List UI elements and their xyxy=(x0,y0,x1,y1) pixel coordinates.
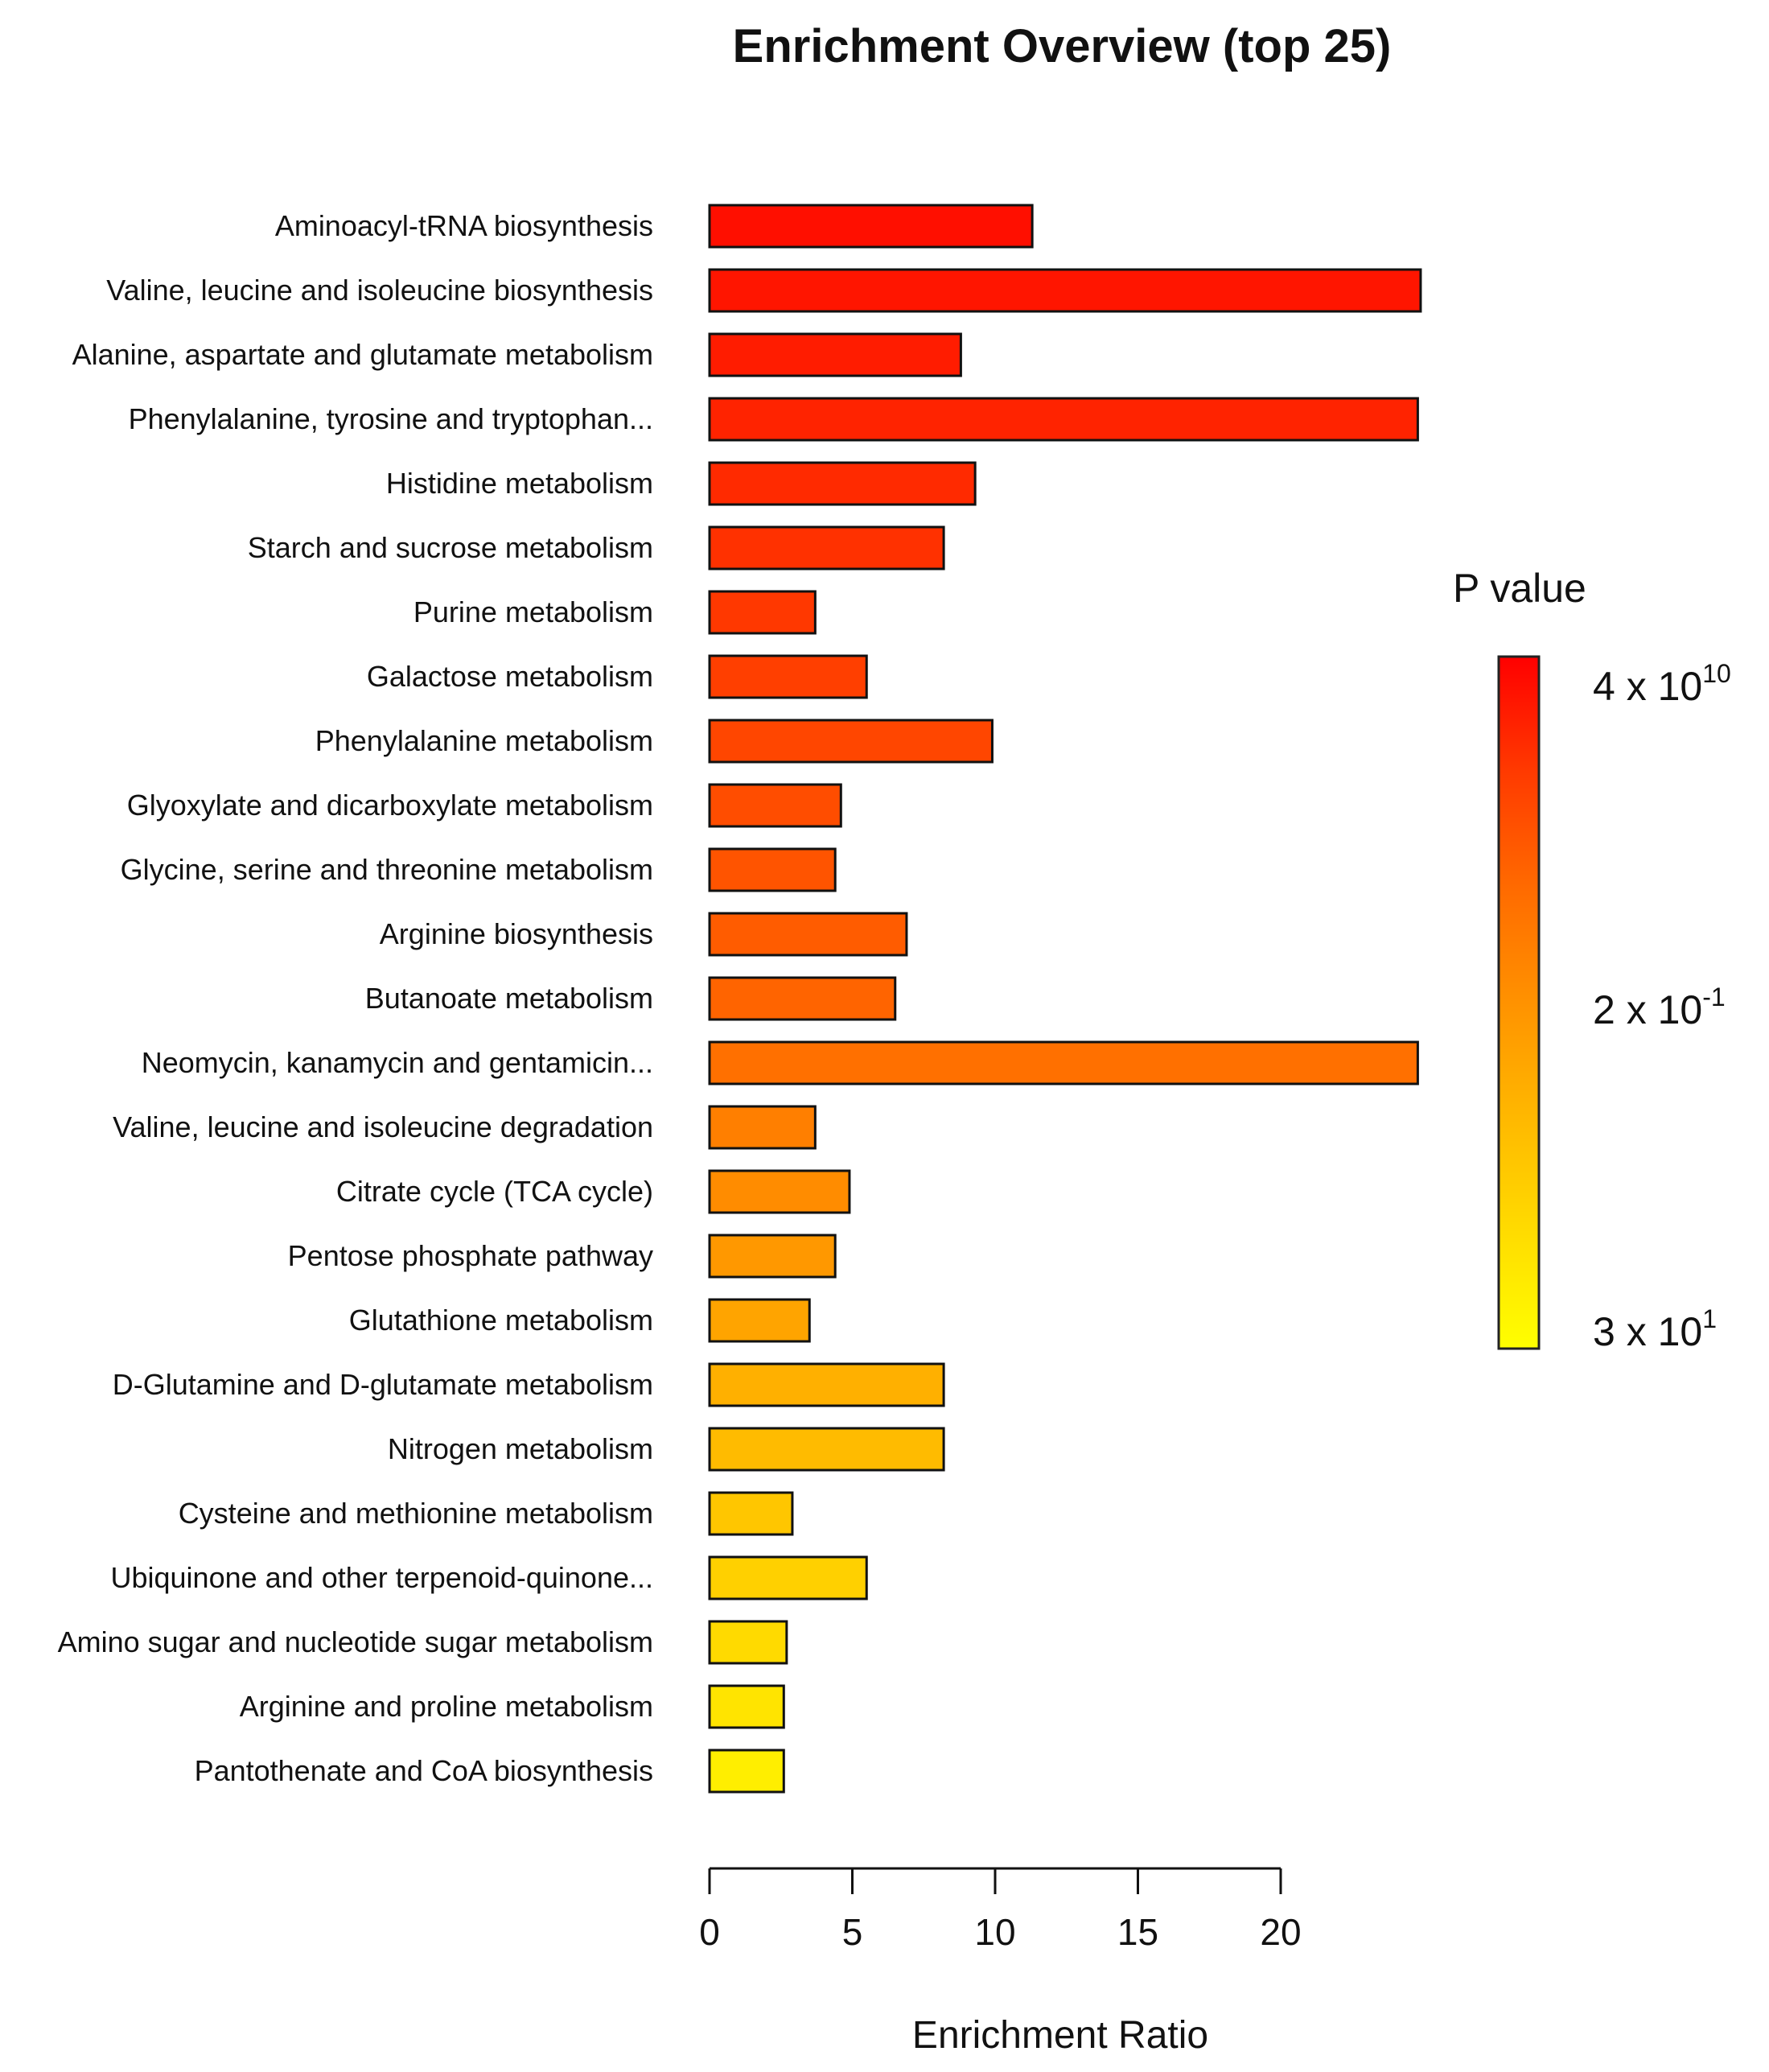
bar xyxy=(708,1491,794,1536)
category-label: Neomycin, kanamycin and gentamicin... xyxy=(142,1046,653,1079)
category-labels: Aminoacyl-tRNA biosynthesis Valine, leuci… xyxy=(58,209,653,1787)
x-tick-label: 15 xyxy=(1117,1911,1158,1953)
category-label: Pentose phosphate pathway xyxy=(288,1239,653,1272)
category-label: D-Glutamine and D-glutamate metabolism xyxy=(113,1368,653,1401)
bar xyxy=(708,268,1422,313)
category-label: Alanine, aspartate and glutamate metabol… xyxy=(72,338,653,371)
category-label: Purine metabolism xyxy=(413,595,653,628)
legend-colorbar xyxy=(1497,655,1541,1350)
bar xyxy=(708,204,1034,249)
x-axis: 0 5 10 15 20 xyxy=(699,1867,1302,1953)
bar xyxy=(708,1234,837,1279)
category-label: Valine, leucine and isoleucine degradati… xyxy=(113,1110,653,1143)
category-label: Pantothenate and CoA biosynthesis xyxy=(195,1754,653,1787)
bar xyxy=(708,1298,811,1343)
category-label: Valine, leucine and isoleucine biosynthe… xyxy=(106,274,653,307)
bar xyxy=(708,1040,1419,1085)
bar xyxy=(708,1555,868,1600)
bar xyxy=(708,1362,945,1407)
legend-title: P value xyxy=(1453,566,1586,611)
bar xyxy=(708,332,962,377)
bar xyxy=(708,654,868,699)
category-label: Histidine metabolism xyxy=(386,467,653,500)
x-tick-label: 5 xyxy=(842,1911,863,1953)
bar xyxy=(708,1427,945,1472)
bar xyxy=(708,1684,785,1729)
bar xyxy=(708,1169,851,1214)
legend-tick-label: 4 x 1010 xyxy=(1593,659,1731,709)
bar-group xyxy=(708,204,1422,1794)
bar xyxy=(708,1749,785,1794)
bar xyxy=(708,590,817,635)
bar xyxy=(708,847,837,892)
category-label: Butanoate metabolism xyxy=(365,982,653,1015)
category-label: Glycine, serine and threonine metabolism xyxy=(121,853,653,886)
bar xyxy=(708,1620,788,1665)
category-label: Aminoacyl-tRNA biosynthesis xyxy=(275,209,653,242)
legend-tick-label: 3 x 101 xyxy=(1593,1304,1717,1354)
category-label: Nitrogen metabolism xyxy=(388,1432,653,1465)
x-axis-label: Enrichment Ratio xyxy=(912,2014,1208,2057)
bar xyxy=(708,397,1419,442)
category-label: Galactose metabolism xyxy=(367,660,653,693)
category-label: Starch and sucrose metabolism xyxy=(248,531,653,564)
bar xyxy=(708,783,842,828)
bar xyxy=(708,525,945,571)
chart-title: Enrichment Overview (top 25) xyxy=(733,20,1392,72)
bar xyxy=(708,461,977,506)
category-label: Glutathione metabolism xyxy=(349,1304,653,1337)
bar xyxy=(708,1105,817,1150)
category-label: Cysteine and methionine metabolism xyxy=(179,1497,653,1530)
bar xyxy=(708,719,994,764)
x-tick-label: 10 xyxy=(974,1911,1015,1953)
category-label: Arginine and proline metabolism xyxy=(240,1690,653,1723)
category-label: Phenylalanine metabolism xyxy=(315,724,653,757)
bar xyxy=(708,976,897,1021)
category-label: Glyoxylate and dicarboxylate metabolism xyxy=(127,789,653,822)
category-label: Amino sugar and nucleotide sugar metabol… xyxy=(58,1625,653,1658)
legend-tick-label: 2 x 10-1 xyxy=(1593,982,1726,1032)
x-tick-label: 0 xyxy=(699,1911,720,1953)
x-tick-label: 20 xyxy=(1260,1911,1301,1953)
category-label: Phenylalanine, tyrosine and tryptophan..… xyxy=(129,402,653,435)
category-label: Ubiquinone and other terpenoid-quinone..… xyxy=(110,1561,653,1594)
bar xyxy=(708,912,908,957)
pvalue-legend: P value 4 x 1010 2 x 10-1 3 x 101 xyxy=(1453,566,1731,1354)
category-label: Arginine biosynthesis xyxy=(380,917,653,950)
category-label: Citrate cycle (TCA cycle) xyxy=(336,1175,653,1208)
